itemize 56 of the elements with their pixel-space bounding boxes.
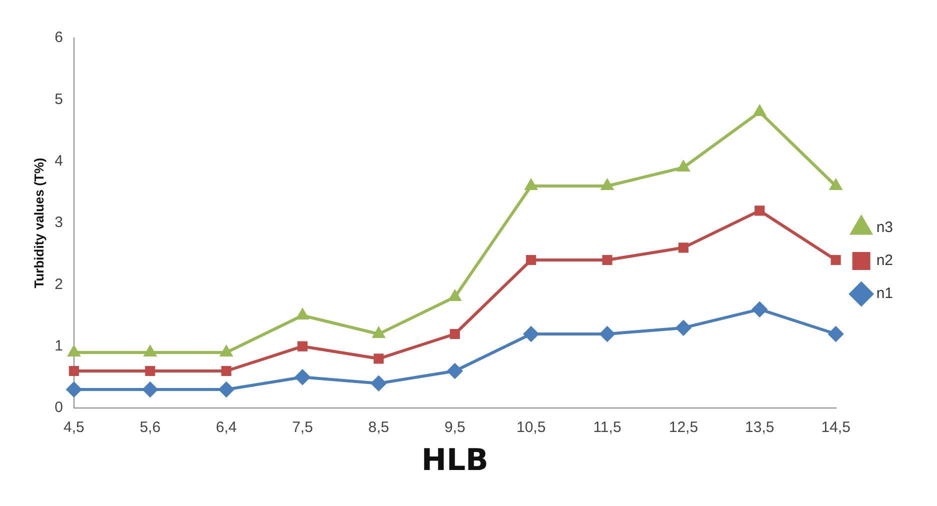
- point: [524, 326, 539, 342]
- point: [526, 254, 536, 266]
- point: [754, 106, 766, 116]
- point: [676, 320, 691, 336]
- y-tick-label: 0: [54, 399, 63, 416]
- x-tick-label: 14,5: [821, 419, 850, 436]
- x-tick-label: 7,5: [292, 419, 313, 436]
- point: [297, 341, 308, 352]
- x-tick-label: 11,5: [593, 419, 622, 436]
- point: [830, 180, 842, 190]
- x-tick-label: 12,5: [668, 419, 698, 436]
- point: [754, 206, 765, 216]
- point: [525, 180, 537, 190]
- point: [752, 302, 768, 317]
- legend-label: n3: [876, 219, 894, 236]
- x-tick-label: 5,6: [140, 419, 161, 436]
- x-tick-label: 13,5: [745, 419, 774, 436]
- y-tick-label: 6: [54, 29, 63, 46]
- point: [295, 370, 310, 385]
- point: [678, 242, 688, 253]
- point: [218, 382, 234, 397]
- point: [449, 290, 461, 301]
- point: [372, 328, 385, 338]
- point: [66, 382, 82, 397]
- point: [601, 180, 614, 190]
- y-axis-title: Turbidity values (T%): [31, 158, 46, 288]
- y-tick-label: 5: [54, 90, 63, 108]
- point: [371, 376, 386, 391]
- legend-label: n1: [876, 285, 894, 302]
- x-tick-label: 4,5: [64, 419, 84, 436]
- y-tick-label: 4: [54, 152, 63, 170]
- point: [678, 161, 690, 172]
- y-tick-label: 2: [54, 276, 63, 293]
- point: [68, 346, 80, 356]
- point: [220, 346, 232, 356]
- x-axis-title: HLB: [421, 442, 488, 478]
- point: [830, 254, 841, 266]
- point: [68, 366, 79, 376]
- point: [145, 366, 156, 376]
- point: [828, 326, 844, 342]
- x-tick-label: 9,5: [444, 419, 466, 436]
- point: [447, 364, 462, 378]
- point: [600, 326, 615, 342]
- point: [221, 366, 232, 376]
- point: [450, 328, 460, 340]
- y-tick-label: 1: [54, 337, 63, 354]
- point: [296, 309, 308, 320]
- point: [374, 354, 384, 364]
- legend-label: n2: [876, 252, 894, 270]
- point: [602, 254, 612, 266]
- y-tick-label: 3: [54, 214, 63, 232]
- point: [142, 382, 158, 397]
- x-tick-label: 10,5: [516, 419, 546, 436]
- point: [144, 346, 156, 356]
- x-tick-label: 6,4: [216, 419, 237, 436]
- x-tick-label: 8,5: [368, 419, 390, 436]
